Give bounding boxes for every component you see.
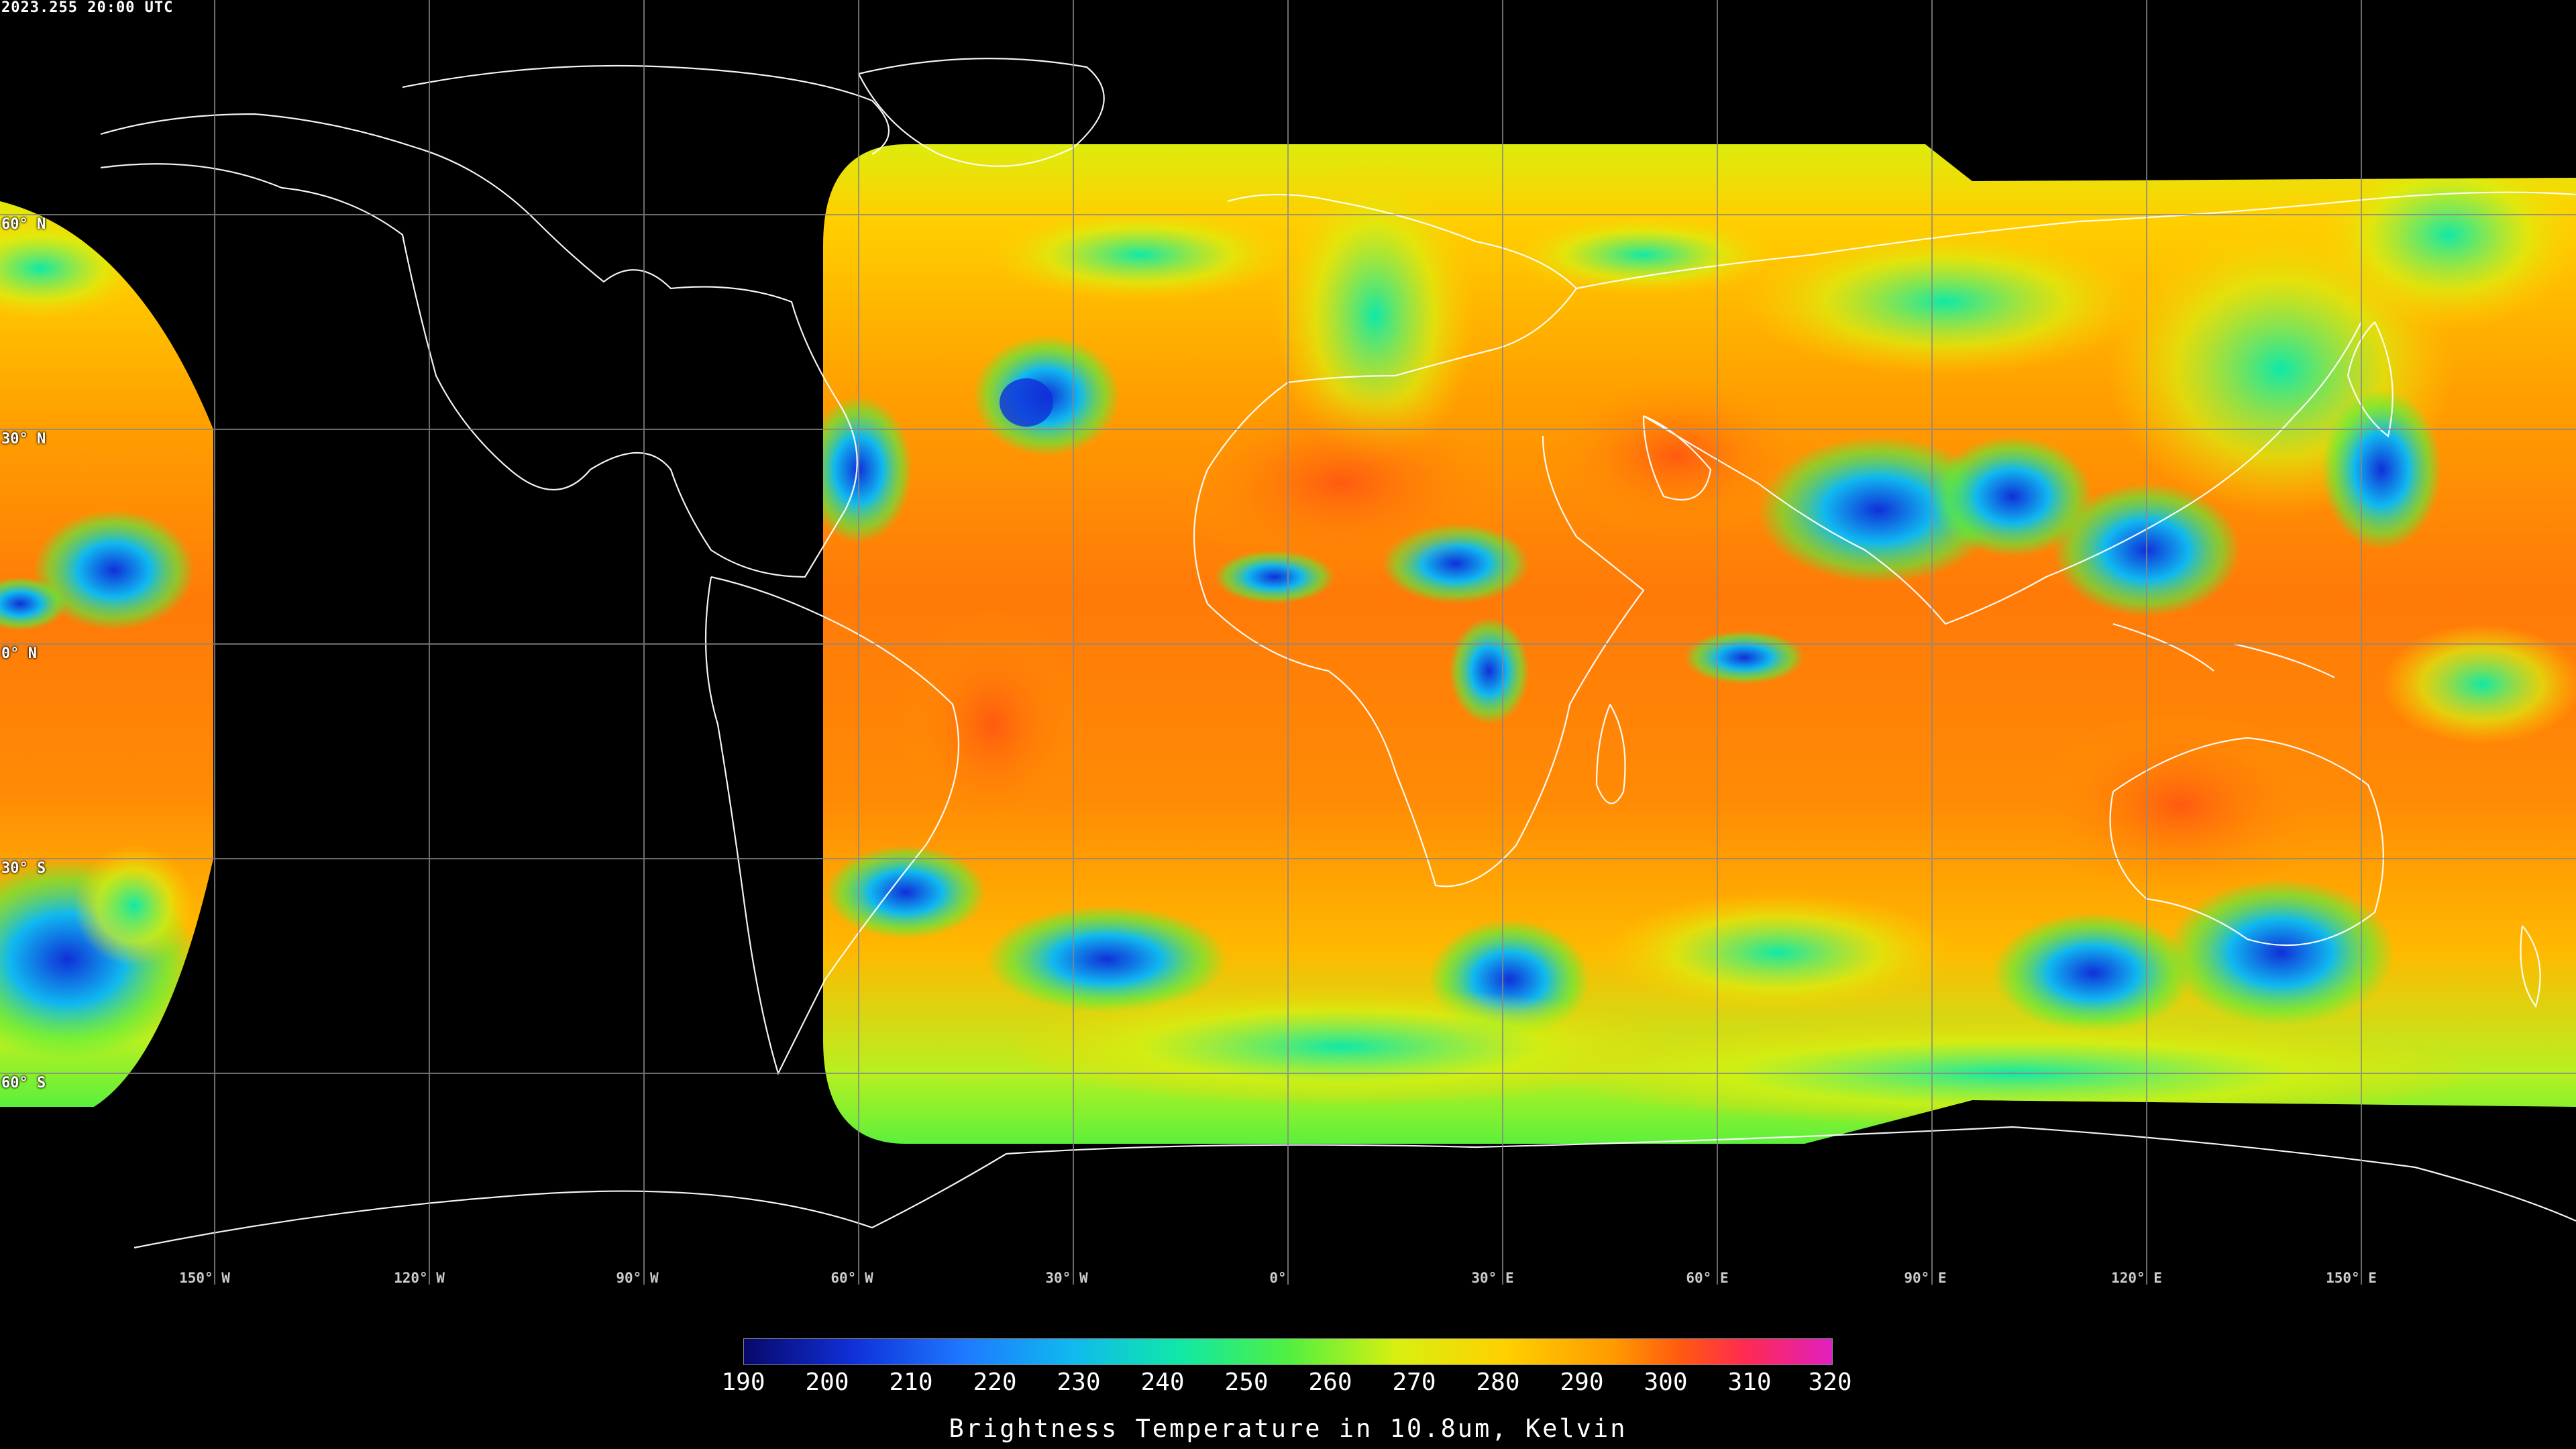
colorbar-tick: 270 bbox=[1392, 1368, 1436, 1396]
timestamp-label: 2023.255 20:00 UTC bbox=[1, 0, 174, 16]
colorbar-title: Brightness Temperature in 10.8um, Kelvin bbox=[949, 1414, 1627, 1443]
colorbar-tick: 190 bbox=[721, 1368, 765, 1396]
colorbar-tick: 220 bbox=[973, 1368, 1017, 1396]
colorbar-tick: 320 bbox=[1808, 1368, 1852, 1396]
colorbar-tick: 200 bbox=[805, 1368, 849, 1396]
lon-label-30w: 30° W bbox=[1045, 1270, 1088, 1285]
lon-label-90e: 90° E bbox=[1904, 1270, 1947, 1285]
lon-label-60w: 60° W bbox=[830, 1270, 873, 1285]
colorbar-tick: 310 bbox=[1727, 1368, 1772, 1396]
map-canvas bbox=[0, 0, 2576, 1285]
lat-label-60n: 60° N bbox=[1, 216, 46, 233]
colorbar-tick: 290 bbox=[1560, 1368, 1604, 1396]
lon-label-30e: 30° E bbox=[1471, 1270, 1514, 1285]
lon-label-0: 0° bbox=[1269, 1270, 1287, 1285]
colorbar-tick: 280 bbox=[1476, 1368, 1520, 1396]
lon-label-150e: 150° E bbox=[2326, 1270, 2377, 1285]
lon-label-120w: 120° W bbox=[394, 1270, 445, 1285]
satellite-map[interactable]: 2023.255 20:00 UTC 60° N 30° N 0° N 30° … bbox=[0, 0, 2576, 1285]
lat-label-30s: 30° S bbox=[1, 860, 46, 877]
colorbar-gradient bbox=[744, 1339, 1832, 1364]
colorbar-tick: 240 bbox=[1140, 1368, 1185, 1396]
lat-label-60s: 60° S bbox=[1, 1075, 46, 1091]
colorbar-tick: 300 bbox=[1644, 1368, 1688, 1396]
lat-label-0n: 0° N bbox=[1, 645, 37, 662]
lon-label-60e: 60° E bbox=[1686, 1270, 1729, 1285]
colorbar bbox=[743, 1338, 1833, 1365]
lon-label-120e: 120° E bbox=[2111, 1270, 2162, 1285]
colorbar-tick: 260 bbox=[1308, 1368, 1352, 1396]
lon-label-90w: 90° W bbox=[616, 1270, 659, 1285]
colorbar-tick: 210 bbox=[889, 1368, 933, 1396]
lon-label-150w: 150° W bbox=[179, 1270, 230, 1285]
colorbar-tick: 230 bbox=[1057, 1368, 1101, 1396]
lat-label-30n: 30° N bbox=[1, 431, 46, 447]
colorbar-tick: 250 bbox=[1224, 1368, 1269, 1396]
